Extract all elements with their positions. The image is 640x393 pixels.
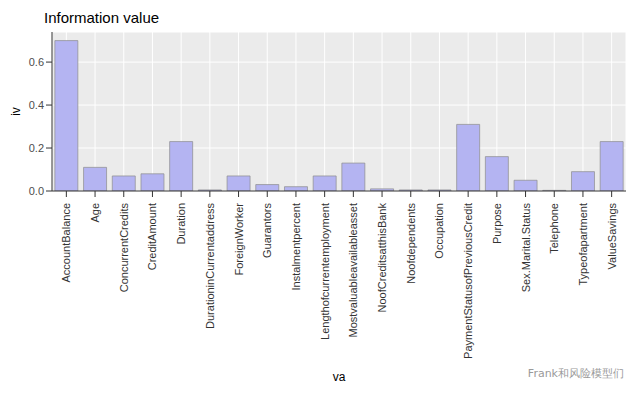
svg-text:Noofdependents: Noofdependents — [405, 203, 417, 284]
html-text:Frank和风险模型们: Frank和风险模型们 — [527, 367, 624, 380]
svg-text:iv: iv — [9, 107, 23, 116]
svg-text:CreditAmount: CreditAmount — [146, 203, 158, 270]
svg-text:Sex.Marital.Status: Sex.Marital.Status — [520, 203, 532, 293]
svg-text:ForeignWorker: ForeignWorker — [233, 203, 245, 276]
svg-text:PaymentStatusofPreviousCredit: PaymentStatusofPreviousCredit — [462, 203, 474, 359]
svg-text:va: va — [333, 370, 346, 384]
svg-text:Mostvaluableavailableasset: Mostvaluableavailableasset — [347, 203, 359, 338]
svg-text:ConcurrentCredits: ConcurrentCredits — [118, 203, 130, 293]
svg-text:Occupation: Occupation — [433, 203, 445, 259]
svg-text:Lengthofcurrentemployment: Lengthofcurrentemployment — [319, 203, 331, 340]
svg-text:Typeofapartment: Typeofapartment — [577, 203, 589, 286]
svg-text:NoofCreditsatthisBank: NoofCreditsatthisBank — [376, 203, 388, 313]
svg-text:DurationinCurrentaddress: DurationinCurrentaddress — [204, 203, 216, 329]
svg-text:0.2: 0.2 — [29, 142, 44, 154]
svg-text:Telephone: Telephone — [548, 203, 560, 254]
svg-text:Instalmentpercent: Instalmentpercent — [290, 203, 302, 290]
svg-text:0.6: 0.6 — [29, 56, 44, 68]
svg-text:0.4: 0.4 — [29, 99, 44, 111]
svg-text:Purpose: Purpose — [491, 203, 503, 244]
svg-text:0.0: 0.0 — [29, 185, 44, 197]
svg-text:ValueSavings: ValueSavings — [606, 203, 618, 270]
svg-text:AccountBalance: AccountBalance — [60, 203, 72, 283]
svg-text:Age: Age — [89, 203, 101, 223]
svg-text:Guarantors: Guarantors — [261, 203, 273, 259]
html-text:Information value: Information value — [44, 9, 160, 26]
svg-text:Duration: Duration — [175, 203, 187, 245]
